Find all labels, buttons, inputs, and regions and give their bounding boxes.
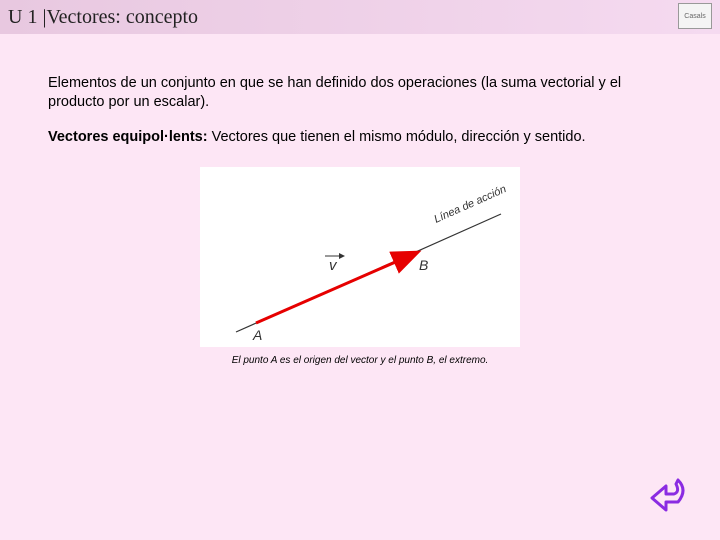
title-bar: U 1 | Vectores: concepto Casals [0,0,720,34]
logo-text: Casals [684,13,705,20]
point-a-label: A [252,327,262,343]
vector-v-label: v [329,257,338,274]
equipolents-label: Vectores equipol·lents: [48,129,208,145]
intro-paragraph: Elementos de un conjunto en que se han d… [48,74,672,112]
line-of-action-label: Línea de acción [432,183,508,226]
publisher-logo: Casals [678,3,712,29]
unit-label: U 1 | [8,6,46,29]
page-title: Vectores: concepto [46,6,198,29]
vector-v-arrow-tip [339,253,345,259]
vector-diagram: A B v Línea de acción [200,167,520,347]
content-area: Elementos de un conjunto en que se han d… [0,34,720,376]
equipolents-text: Vectores que tienen el mismo módulo, dir… [208,129,586,145]
back-button[interactable] [648,474,690,516]
point-b-label: B [419,257,428,273]
back-arrow-icon [648,474,690,516]
diagram-caption: El punto A es el origen del vector y el … [48,355,672,366]
equipolents-paragraph: Vectores equipol·lents: Vectores que tie… [48,128,672,147]
vector-svg: A B v Línea de acción [201,168,521,348]
